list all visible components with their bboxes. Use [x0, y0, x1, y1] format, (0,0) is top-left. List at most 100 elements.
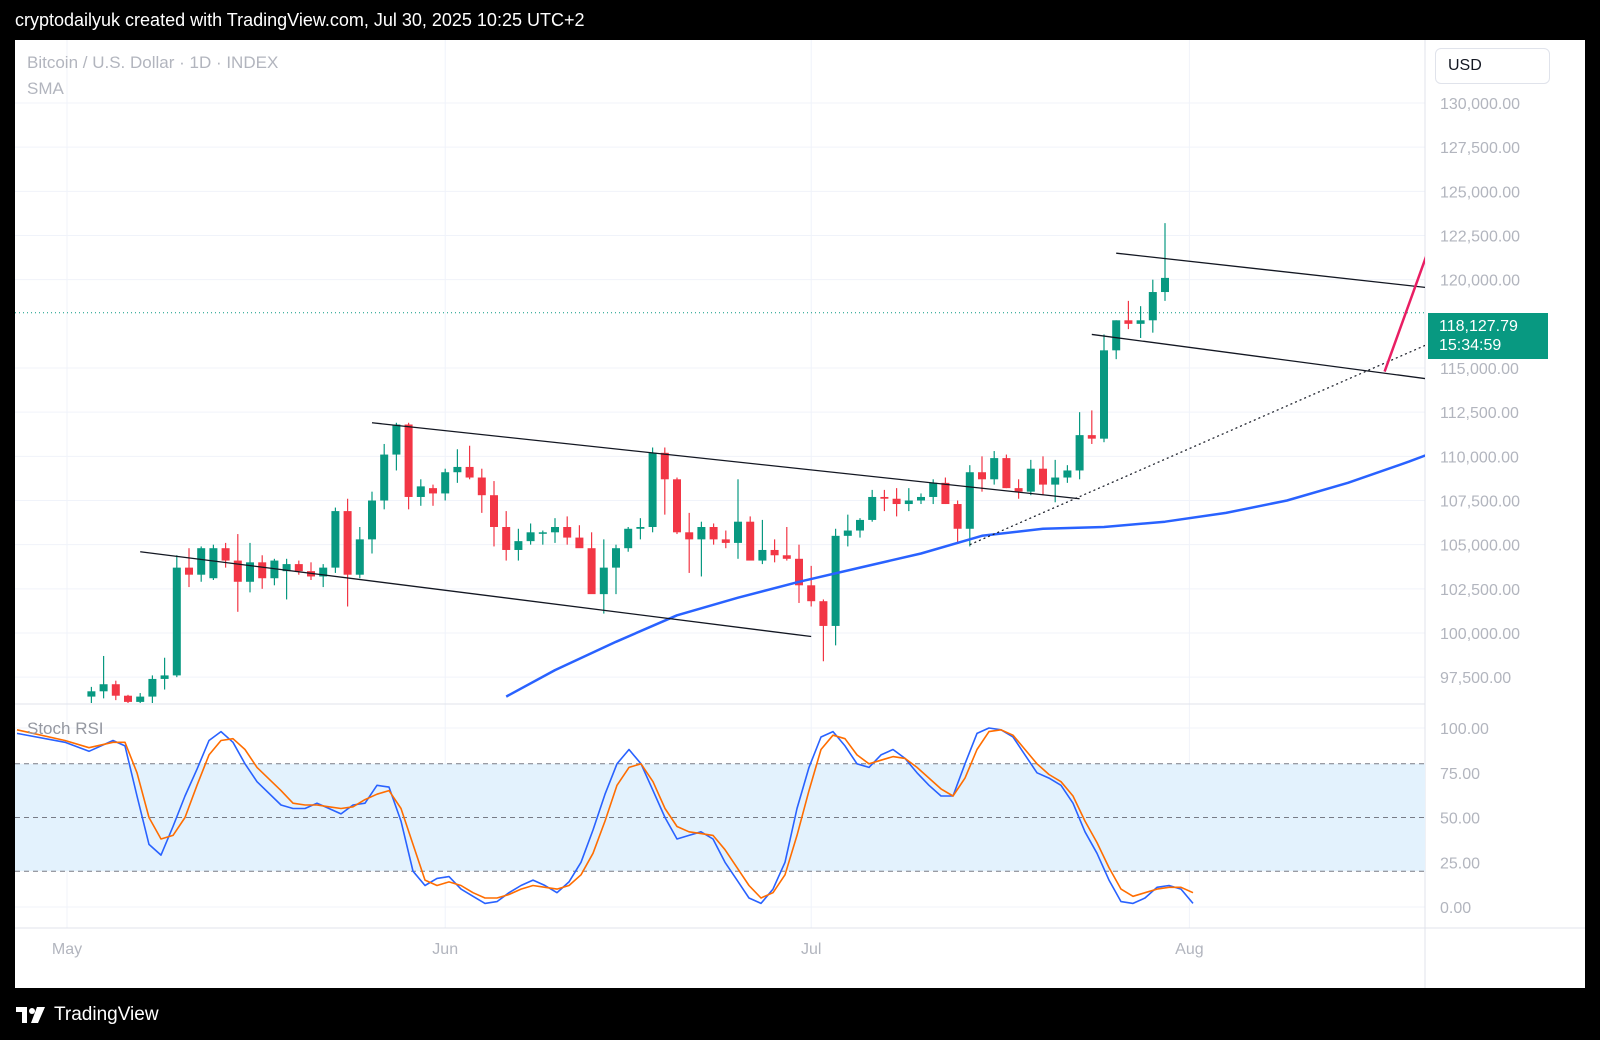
price-axis-label: 115,000.00 — [1440, 361, 1519, 378]
projection-arrow — [1383, 255, 1425, 372]
candle-body — [892, 498, 901, 505]
candle — [551, 518, 559, 543]
candle-body — [648, 452, 657, 527]
candle — [660, 447, 669, 515]
candle-body — [453, 466, 462, 473]
price-axis-label: 102,500.00 — [1440, 582, 1520, 599]
candle-body — [673, 479, 681, 533]
candle — [502, 511, 511, 561]
candle — [953, 500, 962, 543]
candle — [1124, 300, 1133, 330]
candle — [99, 655, 108, 699]
candle-body — [929, 482, 938, 497]
candle-body — [782, 555, 791, 559]
candle — [1063, 465, 1072, 483]
candle-body — [355, 539, 364, 575]
candle — [343, 498, 352, 607]
candle — [734, 479, 742, 559]
candle-body — [990, 458, 999, 480]
currency-selector[interactable]: USD — [1435, 48, 1550, 84]
sma-indicator-label[interactable]: SMA — [27, 79, 64, 98]
candle — [1161, 223, 1169, 301]
candle — [307, 562, 315, 580]
tradingview-logo-icon — [16, 1007, 45, 1023]
candle-body — [99, 684, 108, 692]
candle — [819, 599, 828, 662]
candle — [355, 527, 364, 579]
candle-body — [599, 567, 608, 595]
candle-body — [319, 567, 328, 577]
chart-canvas[interactable]: 130,000.00 127,500.00 125,000.00 122,500.00… — [15, 40, 1585, 988]
candle — [514, 528, 523, 561]
candle-body — [1100, 350, 1108, 439]
candle-body — [111, 684, 120, 696]
candle — [807, 565, 816, 607]
candle — [880, 489, 889, 512]
rsi-axis-label: 0.00 — [1440, 900, 1471, 917]
candle — [465, 445, 474, 480]
symbol-title[interactable]: Bitcoin / U.S. Dollar · 1D · INDEX — [27, 53, 279, 72]
price-axis-label: 97,500.00 — [1440, 670, 1511, 687]
candle-body — [660, 452, 669, 480]
candle — [233, 534, 242, 612]
candle-body — [843, 530, 852, 536]
candle-body — [1051, 477, 1060, 485]
candle — [1075, 412, 1084, 480]
candle — [453, 449, 462, 483]
candle-body — [721, 539, 730, 543]
candle — [1148, 279, 1157, 333]
candle — [892, 488, 901, 517]
channel-line — [1091, 333, 1425, 380]
tradingview-logo[interactable]: TradingView — [16, 1004, 159, 1026]
bar-countdown: 15:34:59 — [1439, 337, 1502, 354]
candle-body — [185, 567, 193, 575]
last-price-value: 118,127.79 — [1439, 318, 1518, 335]
candle — [563, 516, 572, 545]
candle — [526, 523, 535, 545]
candle — [685, 512, 694, 573]
candle-body — [538, 532, 547, 534]
candle-body — [819, 601, 828, 626]
channel-line — [140, 551, 812, 638]
stoch-rsi-label[interactable]: Stoch RSI — [27, 719, 104, 738]
candle-body — [526, 532, 535, 542]
candle-body — [868, 496, 877, 520]
candle-body — [1087, 435, 1096, 439]
candle-body — [368, 500, 376, 540]
candle — [673, 477, 681, 535]
candle-body — [209, 548, 218, 579]
candle — [599, 539, 608, 614]
candle — [868, 489, 877, 522]
price-axis-label: 122,500.00 — [1440, 229, 1520, 246]
candle — [856, 518, 864, 538]
price-axis-label: 100,000.00 — [1440, 626, 1520, 643]
candle-body — [917, 496, 925, 501]
candle — [624, 527, 633, 552]
candle — [441, 468, 450, 501]
rsi-axis-label: 75.00 — [1440, 766, 1480, 783]
chart-frame[interactable]: 130,000.00 127,500.00 125,000.00 122,500.00… — [15, 40, 1585, 988]
candle — [392, 422, 401, 471]
candle — [612, 544, 620, 595]
candle-body — [831, 535, 840, 626]
candle — [124, 694, 132, 703]
rsi-axis-label: 100.00 — [1440, 721, 1489, 738]
candle-body — [709, 527, 718, 540]
candle — [746, 516, 755, 561]
candle — [831, 528, 840, 646]
candle-body — [697, 527, 706, 540]
candle-body — [441, 472, 450, 494]
candle-body — [465, 466, 474, 478]
candle — [965, 465, 974, 547]
candle-body — [1026, 468, 1035, 492]
candle-body — [514, 541, 523, 550]
candle-body — [734, 521, 742, 543]
candle-body — [770, 549, 779, 556]
candle-body — [294, 564, 303, 572]
candle — [978, 456, 986, 492]
candle — [1039, 456, 1047, 496]
candle-body — [380, 454, 389, 501]
tradingview-brand: TradingView — [54, 1004, 159, 1025]
rsi-axis-label: 50.00 — [1440, 811, 1480, 828]
price-axis-label: 130,000.00 — [1440, 96, 1520, 113]
